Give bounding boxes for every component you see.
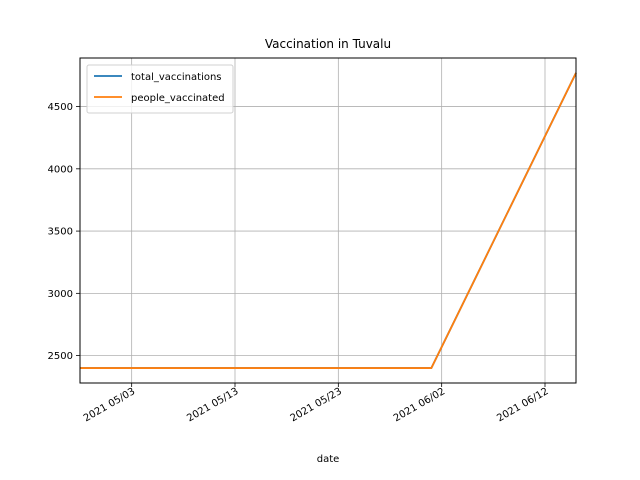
legend-label: people_vaccinated	[131, 93, 225, 104]
y-axis-ticks: 2500 3000 3500 4000 4500	[48, 102, 80, 362]
legend: total_vaccinations people_vaccinated	[86, 64, 234, 114]
legend-box	[86, 64, 234, 114]
chart-title: Vaccination in Tuvalu	[265, 37, 391, 51]
y-tick-label: 4500	[48, 102, 73, 113]
y-tick-label: 3000	[48, 289, 73, 300]
series-lines	[80, 72, 577, 369]
y-tick-label: 4000	[48, 164, 73, 175]
x-axis-label: date	[317, 454, 340, 465]
plot-area-frame	[79, 57, 577, 384]
y-tick-label: 2500	[48, 351, 73, 362]
series-line-people-vaccinated	[80, 72, 577, 369]
grid	[80, 58, 576, 383]
legend-label: total_vaccinations	[131, 72, 222, 83]
y-tick-label: 3500	[48, 227, 73, 238]
